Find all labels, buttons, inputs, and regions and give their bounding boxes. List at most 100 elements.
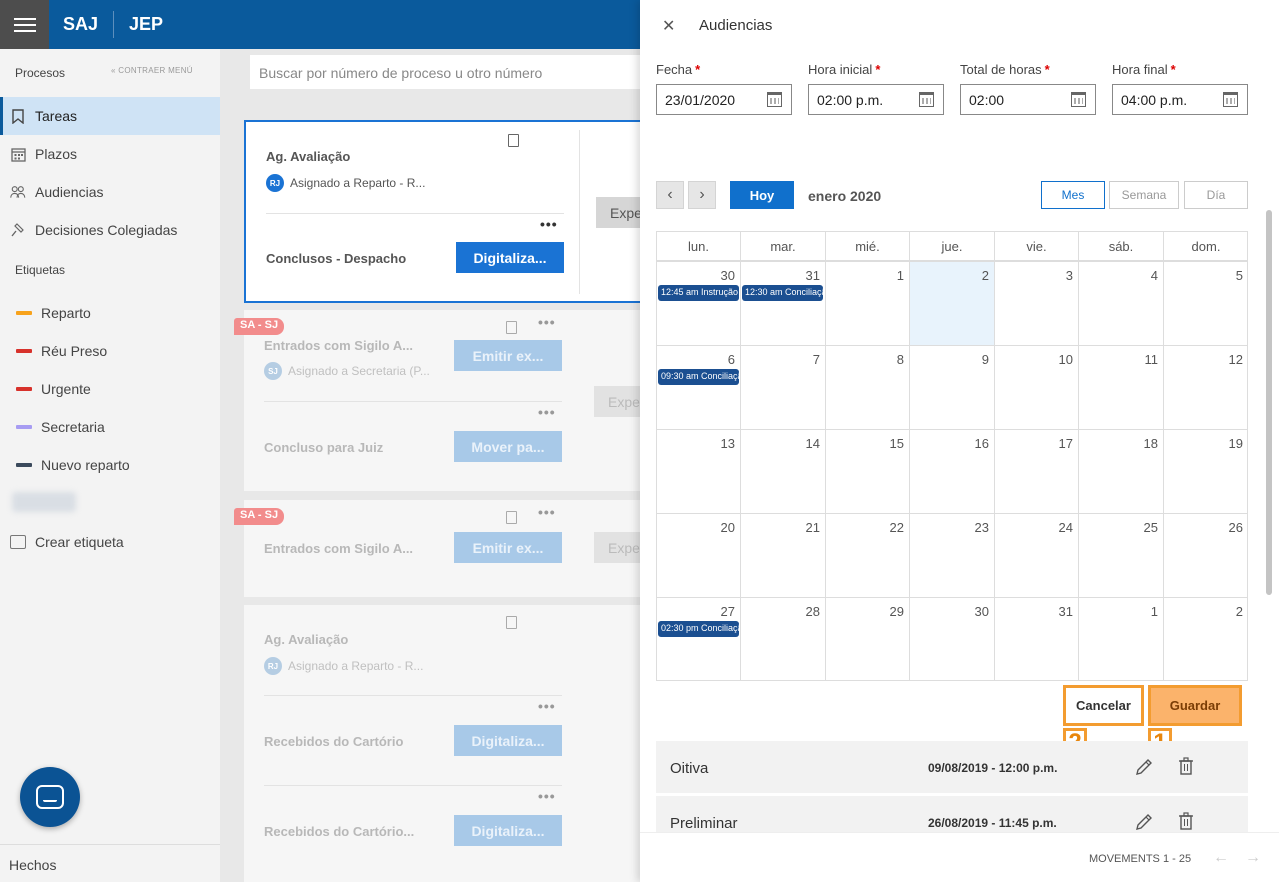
more-options-icon[interactable]: ••• <box>538 788 556 804</box>
sidebar-item-audiencias[interactable]: Audiencias <box>0 173 220 211</box>
expe-button[interactable]: Expe <box>594 386 640 417</box>
calendar-event[interactable]: 12:30 am Conciliação <box>742 285 823 301</box>
calendar-day-cell[interactable]: 22 <box>825 513 909 597</box>
calendar-event[interactable]: 12:45 am Instrução <box>658 285 739 301</box>
calendar-day-cell[interactable]: 13 <box>656 429 740 513</box>
calendar-day-cell[interactable]: 9 <box>909 345 994 429</box>
tag-reparto[interactable]: Reparto <box>16 303 91 323</box>
calendar-day-cell[interactable]: 17 <box>994 429 1078 513</box>
brand-jep[interactable]: JEP <box>129 14 164 34</box>
create-tag-button[interactable]: Crear etiqueta <box>10 534 124 550</box>
calendar-day-cell[interactable]: 16 <box>909 429 994 513</box>
task-card[interactable]: Ag. Avaliação RJ Asignado a Reparto - R..… <box>244 120 640 303</box>
expe-button[interactable]: Expe <box>596 197 640 228</box>
calendar-day-cell[interactable]: 29 <box>825 597 909 681</box>
calendar-day-cell[interactable]: 25 <box>1078 513 1163 597</box>
calendar-day-cell[interactable]: 23 <box>909 513 994 597</box>
task-card[interactable]: SA - SJ ••• Entrados com Sigilo A... Emi… <box>234 310 640 491</box>
hearing-row[interactable]: Oitiva 09/08/2019 - 12:00 p.m. <box>656 741 1248 793</box>
calendar-icon[interactable] <box>1223 92 1238 107</box>
calendar-day-cell[interactable]: 6 <box>656 345 740 429</box>
emitir-button[interactable]: Emitir ex... <box>454 340 562 371</box>
brand-saj[interactable]: SAJ <box>63 14 99 34</box>
calendar-icon[interactable] <box>919 92 934 107</box>
chat-launcher-button[interactable] <box>20 767 80 827</box>
task-card[interactable]: SA - SJ ••• Entrados com Sigilo A... Emi… <box>234 500 640 597</box>
sidebar-item-tareas[interactable]: Tareas <box>0 97 220 135</box>
collapse-menu-button[interactable]: « CONTRAER MENÚ <box>111 66 193 75</box>
sidebar-item-plazos[interactable]: Plazos <box>0 135 220 173</box>
total-horas-input[interactable]: 02:00 <box>960 84 1096 115</box>
document-icon[interactable] <box>508 134 519 147</box>
calendar-day-cell[interactable]: 2 <box>1163 597 1248 681</box>
document-icon[interactable] <box>506 511 517 524</box>
calendar-day-cell[interactable]: 1 <box>1078 597 1163 681</box>
calendar-day-cell[interactable]: 20 <box>656 513 740 597</box>
hora-final-input[interactable]: 04:00 p.m. <box>1112 84 1248 115</box>
calendar-day-cell[interactable]: 30 <box>909 597 994 681</box>
calendar-day-cell[interactable]: 7 <box>740 345 825 429</box>
more-options-icon[interactable]: ••• <box>538 404 556 420</box>
calendar-day-cell[interactable]: 14 <box>740 429 825 513</box>
fecha-input[interactable]: 23/01/2020 <box>656 84 792 115</box>
calendar-icon[interactable] <box>1071 92 1086 107</box>
digitalizar-button[interactable]: Digitaliza... <box>454 725 562 756</box>
trash-icon[interactable] <box>1178 757 1194 775</box>
close-icon[interactable]: ✕ <box>662 18 676 35</box>
prev-month-button[interactable]: ‹ <box>656 181 684 209</box>
calendar-day-cell[interactable]: 27 <box>656 597 740 681</box>
calendar-day-cell[interactable]: 11 <box>1078 345 1163 429</box>
trash-icon[interactable] <box>1178 812 1194 830</box>
calendar-day-cell[interactable]: 1 <box>825 261 909 345</box>
calendar-day-cell[interactable]: 31 <box>994 597 1078 681</box>
calendar-day-cell[interactable]: 10 <box>994 345 1078 429</box>
hamburger-menu-icon[interactable] <box>0 0 49 49</box>
edit-pencil-icon[interactable] <box>1134 757 1154 777</box>
calendar-day-cell[interactable]: 3 <box>994 261 1078 345</box>
view-week-button[interactable]: Semana <box>1109 181 1179 209</box>
emitir-button[interactable]: Emitir ex... <box>454 532 562 563</box>
edit-pencil-icon[interactable] <box>1134 812 1154 832</box>
search-input[interactable]: Buscar por número de proceso u otro núme… <box>250 55 640 89</box>
calendar-day-cell[interactable]: 4 <box>1078 261 1163 345</box>
calendar-day-cell[interactable]: 26 <box>1163 513 1248 597</box>
more-options-icon[interactable]: ••• <box>540 216 558 232</box>
save-button[interactable]: Guardar <box>1148 685 1242 726</box>
calendar-day-cell[interactable]: 21 <box>740 513 825 597</box>
digitalizar-button[interactable]: Digitaliza... <box>454 815 562 846</box>
tag-nuevo-reparto[interactable]: Nuevo reparto <box>16 455 130 475</box>
view-day-button[interactable]: Día <box>1184 181 1248 209</box>
more-options-icon[interactable]: ••• <box>538 698 556 714</box>
calendar-day-cell[interactable]: 12 <box>1163 345 1248 429</box>
panel-scrollbar[interactable] <box>1266 210 1272 595</box>
view-month-button[interactable]: Mes <box>1041 181 1105 209</box>
calendar-day-cell[interactable]: 19 <box>1163 429 1248 513</box>
prev-page-icon[interactable]: ← <box>1213 849 1229 866</box>
calendar-day-cell[interactable]: 31 <box>740 261 825 345</box>
calendar-day-cell[interactable]: 8 <box>825 345 909 429</box>
calendar-icon[interactable] <box>767 92 782 107</box>
calendar-day-cell[interactable]: 15 <box>825 429 909 513</box>
sidebar-item-decisiones-colegiadas[interactable]: Decisiones Colegiadas <box>0 211 220 249</box>
tag-secretaria[interactable]: Secretaria <box>16 417 105 437</box>
mover-button[interactable]: Mover pa... <box>454 431 562 462</box>
expe-button[interactable]: Expe <box>594 532 640 563</box>
calendar-event[interactable]: 09:30 am Conciliação <box>658 369 739 385</box>
calendar-day-cell[interactable]: 28 <box>740 597 825 681</box>
document-icon[interactable] <box>506 321 517 334</box>
calendar-day-cell[interactable]: 5 <box>1163 261 1248 345</box>
calendar-day-cell[interactable]: 30 <box>656 261 740 345</box>
digitalizar-button[interactable]: Digitaliza... <box>456 242 564 273</box>
blurred-tag[interactable] <box>12 492 76 512</box>
tag-urgente[interactable]: Urgente <box>16 379 91 399</box>
more-options-icon[interactable]: ••• <box>538 504 556 520</box>
next-month-button[interactable]: › <box>688 181 716 209</box>
document-icon[interactable] <box>506 616 517 629</box>
calendar-event[interactable]: 02:30 pm Conciliação <box>658 621 739 637</box>
task-card[interactable]: Ag. Avaliação RJ Asignado a Reparto - R..… <box>244 605 640 882</box>
cancel-button[interactable]: Cancelar <box>1063 685 1144 726</box>
tag-reu-preso[interactable]: Réu Preso <box>16 341 107 361</box>
hora-inicial-input[interactable]: 02:00 p.m. <box>808 84 944 115</box>
more-options-icon[interactable]: ••• <box>538 314 556 330</box>
next-page-icon[interactable]: → <box>1245 849 1261 866</box>
